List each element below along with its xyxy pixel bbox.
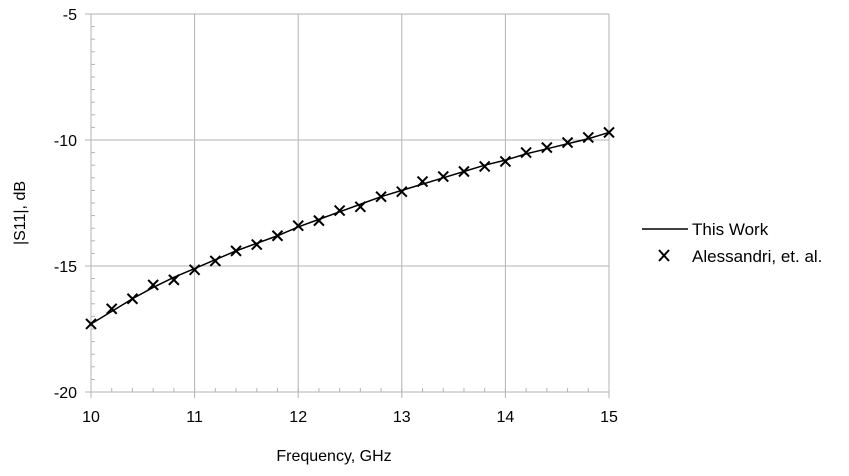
data-point xyxy=(85,318,97,330)
point-stroke xyxy=(106,303,118,315)
x-tick-label: 14 xyxy=(497,409,515,426)
data-point xyxy=(520,146,532,159)
point-stroke xyxy=(561,136,574,149)
point-stroke xyxy=(375,190,387,203)
x-tick-label: 15 xyxy=(600,409,618,426)
y-tick-label: -5 xyxy=(63,7,77,24)
point-stroke xyxy=(209,255,222,267)
this-work-line xyxy=(90,131,610,325)
point-stroke xyxy=(437,170,449,183)
data-point xyxy=(396,185,408,198)
y-tick-label: -20 xyxy=(54,385,77,402)
data-point xyxy=(168,274,180,286)
data-point xyxy=(251,238,263,251)
point-stroke xyxy=(458,165,470,178)
data-point xyxy=(354,201,367,213)
point-stroke xyxy=(499,155,512,168)
x-axis-title: Frequency, GHz xyxy=(276,448,391,465)
x-tick-label: 12 xyxy=(289,409,307,426)
series-this-work xyxy=(90,131,610,325)
point-stroke xyxy=(126,293,139,305)
data-point xyxy=(561,136,574,149)
point-stroke xyxy=(313,214,325,227)
data-point xyxy=(375,190,387,203)
data-point xyxy=(147,279,159,291)
data-point xyxy=(582,131,594,144)
data-point xyxy=(478,160,491,173)
point-stroke xyxy=(147,279,159,291)
data-point xyxy=(458,165,470,178)
point-stroke xyxy=(188,264,201,276)
axes xyxy=(85,13,610,398)
point-stroke xyxy=(333,204,346,217)
y-axis-title: |S11|, dB xyxy=(12,181,29,245)
x-tick-label: 13 xyxy=(393,409,411,426)
point-stroke xyxy=(168,274,180,286)
data-point xyxy=(292,219,304,232)
data-point xyxy=(603,126,615,139)
data-point xyxy=(541,141,553,154)
point-stroke xyxy=(396,185,408,198)
point-stroke xyxy=(520,146,532,159)
point-stroke xyxy=(271,230,284,242)
legend-x-marker xyxy=(658,249,670,262)
x-tick-label: 11 xyxy=(186,409,203,426)
tick-labels: 10 11 12 13 14 15 -5 -10 -15 -20 xyxy=(54,7,618,426)
minor-ticks xyxy=(90,13,610,393)
data-point xyxy=(209,255,222,267)
data-point xyxy=(499,155,512,168)
point-stroke xyxy=(354,201,367,213)
point-stroke xyxy=(251,238,263,251)
point-stroke xyxy=(582,131,594,144)
data-point xyxy=(271,230,284,242)
y-tick-label: -10 xyxy=(54,133,77,150)
legend-label-this-work: This Work xyxy=(692,220,769,239)
point-stroke xyxy=(85,318,97,330)
data-point xyxy=(230,245,242,257)
point-stroke xyxy=(292,219,304,232)
data-point xyxy=(313,214,325,227)
point-stroke xyxy=(478,160,491,173)
legend: This Work Alessandri, et. al. xyxy=(642,220,822,266)
point-stroke xyxy=(603,126,615,139)
data-point xyxy=(416,175,429,188)
data-point xyxy=(333,204,346,217)
y-tick-label: -15 xyxy=(54,259,77,276)
gridlines xyxy=(91,13,610,392)
x-tick-label: 10 xyxy=(82,409,100,426)
point-stroke xyxy=(416,175,429,188)
legend-label-alessandri: Alessandri, et. al. xyxy=(692,247,822,266)
data-point xyxy=(188,264,201,276)
series-alessandri xyxy=(85,126,615,330)
data-point xyxy=(106,303,118,315)
data-point xyxy=(126,293,139,305)
data-point xyxy=(437,170,449,183)
point-stroke xyxy=(541,141,553,154)
point-stroke xyxy=(230,245,242,257)
